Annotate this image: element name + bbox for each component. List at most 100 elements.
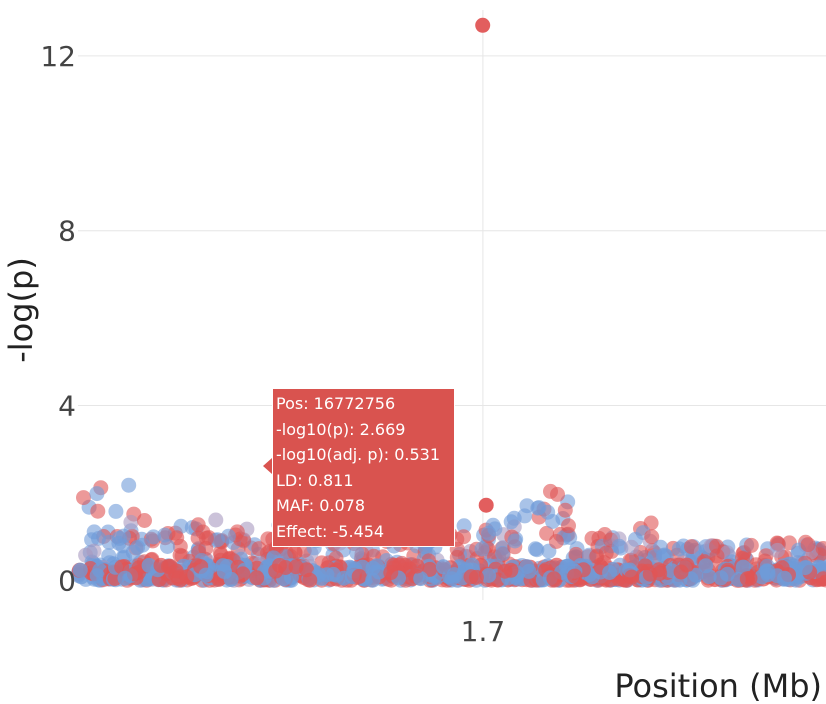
snp-point — [141, 557, 157, 573]
snp-point — [495, 545, 511, 561]
lead-snp-point[interactable] — [475, 17, 491, 33]
snp-point — [235, 566, 251, 582]
snp-point — [302, 572, 318, 588]
snp-point — [115, 538, 131, 554]
tooltip-effect: Effect: -5.454 — [276, 521, 385, 541]
snp-point — [409, 558, 425, 574]
snp-point — [108, 503, 124, 519]
snp-point — [800, 537, 816, 553]
snp-point — [644, 529, 660, 545]
snp-point — [349, 545, 365, 561]
snp-point — [548, 534, 564, 549]
snp-point — [497, 563, 513, 579]
snp-point — [543, 483, 558, 499]
snp-point — [249, 570, 265, 586]
snp-point — [698, 558, 714, 574]
y-tick-label: 0 — [58, 564, 76, 597]
y-tick-label: 8 — [58, 215, 76, 248]
snp-point — [135, 537, 151, 553]
x-axis-ticks: 1.7 — [461, 615, 506, 648]
snp-point — [777, 570, 792, 586]
snp-point — [190, 517, 206, 533]
snp-point — [623, 539, 639, 555]
snp-point — [770, 542, 785, 558]
snp-point — [72, 562, 88, 578]
snp-point — [351, 568, 367, 584]
snp-point — [268, 563, 284, 579]
snp-point — [76, 490, 91, 506]
snp-point — [117, 570, 133, 586]
snp-point — [90, 503, 106, 519]
snp-point — [519, 498, 535, 514]
snp-point — [89, 486, 105, 502]
snp-point — [413, 571, 429, 587]
y-axis-title: -log(p) — [2, 257, 40, 363]
snp-point — [198, 530, 214, 546]
snp-point — [223, 571, 239, 587]
snp-point — [743, 537, 759, 553]
snp-point — [652, 565, 668, 581]
snp-point — [735, 559, 751, 575]
x-axis-title: Position (Mb) — [614, 667, 822, 704]
snp-point — [671, 541, 687, 557]
snp-point — [487, 521, 503, 537]
snp-point — [561, 518, 576, 534]
snp-point — [546, 571, 562, 587]
snp-point — [179, 569, 195, 585]
snp-point — [567, 568, 583, 584]
snp-point — [89, 568, 105, 584]
snp-point — [562, 530, 578, 545]
snp-point — [527, 541, 543, 557]
snp-point — [157, 527, 173, 543]
snp-point — [220, 528, 236, 544]
snp-point — [481, 568, 497, 583]
hover-tooltip: Pos: 16772756 -log10(p): 2.669 -log10(ad… — [272, 388, 455, 547]
snp-point — [160, 539, 175, 554]
snp-point — [86, 524, 102, 540]
snp-point — [365, 560, 381, 576]
snp-point — [456, 529, 472, 545]
snp-point — [114, 559, 130, 575]
snp-point — [611, 538, 627, 554]
lead-snp-point[interactable] — [478, 497, 494, 513]
snp-point — [146, 529, 161, 545]
tooltip-log-p: -log10(p): 2.669 — [276, 419, 406, 439]
snp-point — [797, 560, 813, 576]
snp-point — [557, 502, 573, 518]
snp-point — [287, 545, 303, 560]
snp-point — [545, 514, 561, 529]
snp-point — [383, 565, 399, 581]
y-tick-label: 12 — [40, 40, 76, 73]
snp-point — [598, 545, 614, 561]
snp-point — [153, 557, 169, 573]
snp-point — [123, 514, 139, 530]
snp-point — [288, 559, 304, 575]
snp-point — [422, 561, 438, 577]
snp-point — [602, 565, 618, 580]
snp-point — [198, 567, 214, 583]
tooltip-log-adj-p: -log10(adj. p): 0.531 — [276, 445, 441, 464]
snp-point — [474, 541, 490, 557]
snp-point — [208, 512, 224, 528]
snp-point — [503, 514, 519, 530]
tooltip-position: Pos: 16772756 — [276, 394, 396, 413]
x-tick-label: 1.7 — [461, 615, 506, 648]
snp-point — [86, 543, 102, 559]
snp-point — [121, 477, 137, 493]
snp-point — [673, 564, 689, 580]
data-points — [70, 17, 826, 588]
snp-point — [739, 571, 755, 587]
tooltip-arrow-fill — [263, 458, 272, 474]
snp-point — [365, 572, 381, 588]
snp-point — [507, 533, 523, 549]
snp-point — [456, 518, 472, 534]
snp-point — [713, 570, 729, 586]
snp-point — [519, 559, 535, 575]
y-axis-ticks: 0 4 8 12 — [40, 40, 76, 597]
tooltip-ld: LD: 0.811 — [276, 470, 354, 490]
snp-point — [325, 566, 341, 582]
snp-point — [137, 513, 152, 528]
snp-point — [463, 569, 479, 585]
snp-point — [172, 538, 188, 554]
